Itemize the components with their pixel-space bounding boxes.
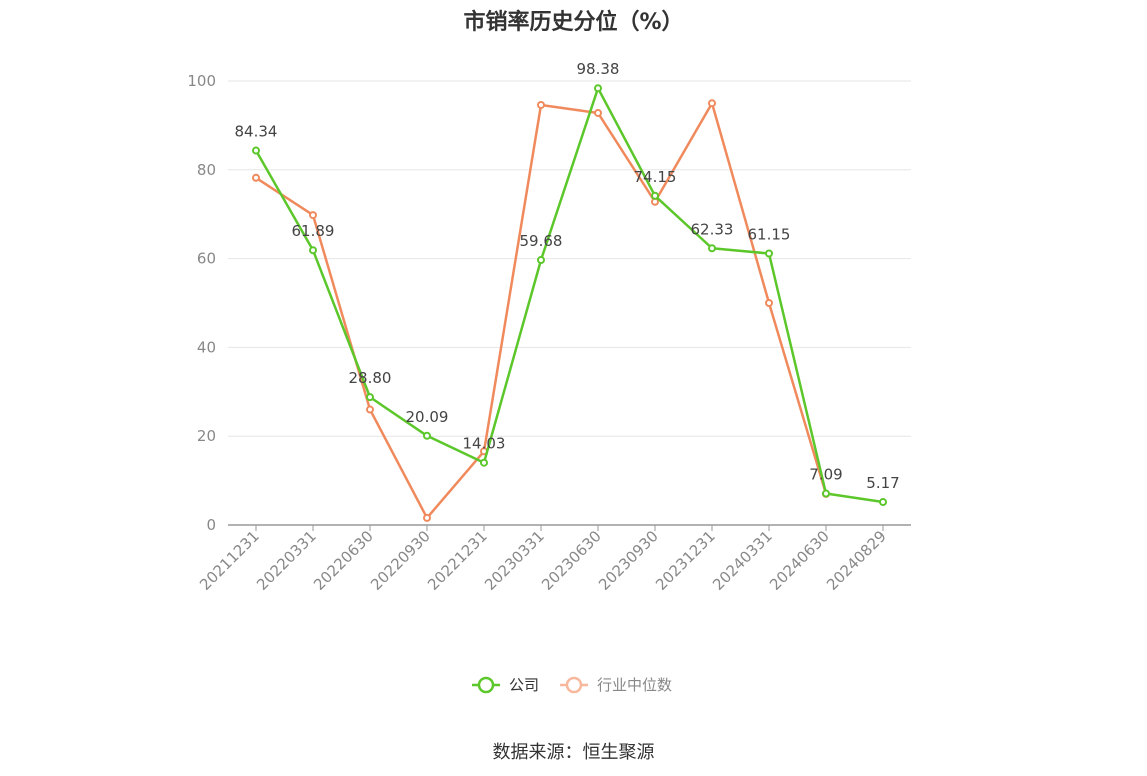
series-point-0[interactable] (537, 256, 545, 265)
series-point-1[interactable] (252, 173, 260, 182)
x-tick-label: 20221231 (424, 527, 491, 594)
series-point-0[interactable] (708, 244, 716, 253)
chart-title: 市销率历史分位（%） (463, 10, 684, 35)
data-label: 28.80 (349, 369, 392, 387)
x-tick-label: 20220930 (367, 527, 434, 594)
series-point-0[interactable] (423, 431, 431, 440)
series-point-1[interactable] (366, 405, 374, 414)
data-label: 84.34 (235, 123, 278, 141)
series-point-0[interactable] (309, 246, 317, 255)
data-label: 14.03 (463, 435, 506, 453)
series-point-1[interactable] (309, 211, 317, 220)
x-tick-label: 20211231 (196, 527, 263, 594)
series-point-1[interactable] (708, 99, 716, 108)
x-tick-label: 20230630 (538, 527, 605, 594)
series-line-1 (255, 101, 828, 520)
data-label: 20.09 (406, 408, 449, 426)
legend-marker (477, 676, 495, 694)
x-tick-label: 20240331 (709, 527, 776, 594)
x-tick-label: 20230930 (595, 527, 662, 594)
legend-marker (565, 676, 583, 694)
data-label: 59.68 (520, 232, 563, 250)
series-point-0[interactable] (252, 146, 260, 155)
data-label: 74.15 (634, 168, 677, 186)
x-tick-label: 20231231 (652, 527, 719, 594)
series-point-1[interactable] (537, 100, 545, 109)
data-label: 7.09 (809, 466, 842, 484)
series-point-0[interactable] (765, 249, 773, 258)
series-point-0[interactable] (879, 498, 887, 507)
y-tick-label: 80 (197, 161, 216, 179)
data-labels: 84.34 61.89 28.80 20.09 14.03 59.68 98.38 74.15… (235, 60, 900, 492)
series-point-0[interactable] (594, 84, 602, 93)
y-tick-label: 60 (197, 250, 216, 268)
x-tick-label: 20240630 (766, 527, 833, 594)
series-point-1[interactable] (594, 108, 602, 117)
series-line-0 (254, 86, 884, 504)
data-label: 61.15 (748, 225, 791, 243)
series-layer (252, 84, 887, 522)
legend-label: 行业中位数 (597, 676, 672, 694)
legend-item-1[interactable]: 行业中位数 (560, 676, 672, 694)
series-point-1[interactable] (423, 513, 431, 522)
legend-item-0[interactable]: 公司 (472, 676, 539, 694)
x-tick-label: 20230331 (481, 527, 548, 594)
data-source-note: 数据来源：恒生聚源 (492, 742, 655, 763)
series-point-0[interactable] (822, 489, 830, 498)
x-tick-label: 20240829 (823, 527, 890, 594)
series-point-0[interactable] (480, 458, 488, 467)
x-axis: 2021123120220331202206302022093020221231… (196, 524, 911, 594)
legend[interactable]: 公司 行业中位数 (472, 676, 672, 694)
grid-lines (228, 80, 911, 437)
y-tick-label: 100 (187, 72, 216, 90)
legend-label: 公司 (509, 676, 539, 694)
x-tick-label: 20220331 (253, 527, 320, 594)
y-tick-label: 20 (197, 427, 216, 445)
data-label: 61.89 (292, 222, 335, 240)
data-label: 62.33 (691, 220, 734, 238)
data-label: 5.17 (866, 474, 899, 492)
series-point-1[interactable] (765, 299, 773, 307)
x-tick-label: 20220630 (310, 527, 377, 594)
y-tick-label: 40 (197, 338, 216, 356)
y-tick-label: 0 (206, 516, 216, 534)
series-point-0[interactable] (366, 393, 374, 402)
data-label: 98.38 (577, 60, 620, 78)
series-point-0[interactable] (651, 191, 659, 200)
y-axis: 0 20 40 60 80 100 (187, 72, 216, 534)
